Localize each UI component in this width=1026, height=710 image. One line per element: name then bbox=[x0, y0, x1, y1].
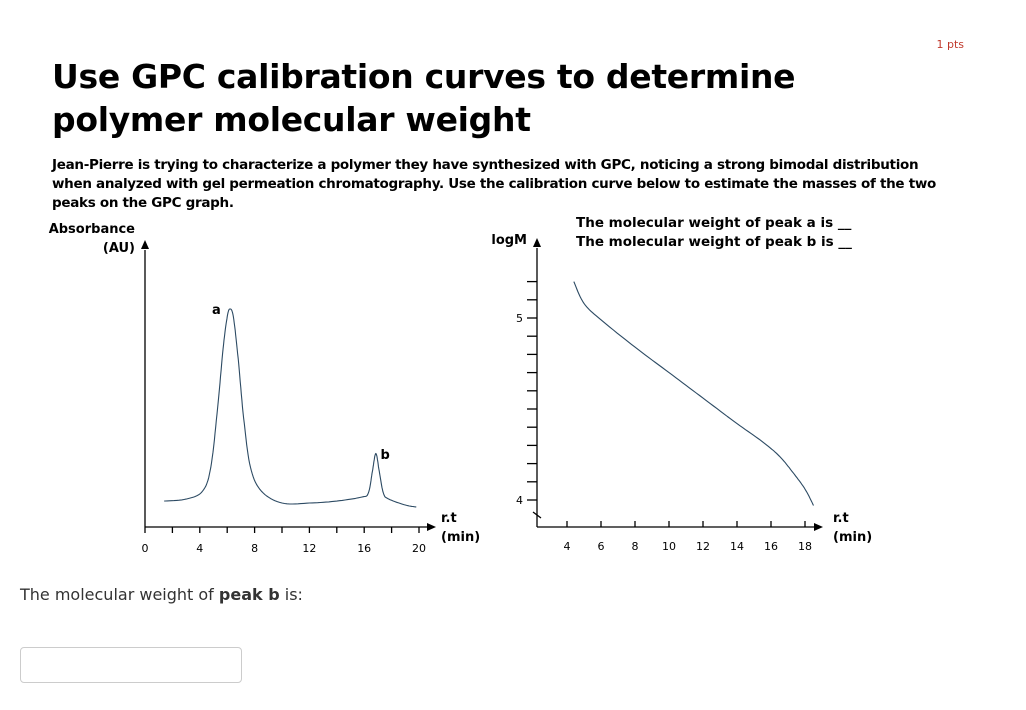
x-tick-label: 4 bbox=[196, 542, 203, 555]
x-tick-label: 0 bbox=[142, 542, 149, 555]
x-tick-label: 16 bbox=[764, 540, 778, 553]
x-tick-label: 16 bbox=[357, 542, 371, 555]
answer-input[interactable] bbox=[20, 647, 242, 683]
y-tick-label: 4 bbox=[516, 494, 523, 507]
x-tick-label: 20 bbox=[412, 542, 426, 555]
x-tick-label: 8 bbox=[251, 542, 258, 555]
x-tick-label: 6 bbox=[598, 540, 605, 553]
peak-b-label: b bbox=[381, 448, 390, 463]
axis-break bbox=[532, 511, 542, 519]
y-axis-label: Absorbance bbox=[49, 222, 135, 237]
x-tick-label: 4 bbox=[564, 540, 571, 553]
y-axis-label: (AU) bbox=[103, 241, 135, 256]
question-prompt: The molecular weight of peak b is: bbox=[20, 585, 303, 604]
prompt-bold: peak b bbox=[218, 585, 280, 604]
chart-question-line: The molecular weight of peak b is __ bbox=[576, 234, 852, 250]
x-axis-label: r.t bbox=[441, 511, 457, 526]
x-axis-label: (min) bbox=[441, 530, 480, 545]
x-tick-label: 12 bbox=[302, 542, 316, 555]
y-axis-label: logM bbox=[491, 233, 527, 248]
question-description: Jean-Pierre is trying to characterize a … bbox=[52, 157, 936, 211]
y-axis-arrow-icon bbox=[141, 240, 149, 249]
chromatogram-line bbox=[164, 308, 417, 508]
x-tick-label: 18 bbox=[798, 540, 812, 553]
x-tick-label: 12 bbox=[696, 540, 710, 553]
x-tick-label: 8 bbox=[632, 540, 639, 553]
x-tick-label: 10 bbox=[662, 540, 676, 553]
calibration-curve bbox=[573, 281, 814, 506]
prompt-suffix: is: bbox=[279, 585, 303, 604]
y-axis-arrow-icon bbox=[533, 238, 541, 247]
chart-question-line: The molecular weight of peak a is __ bbox=[576, 215, 852, 231]
peak-a-label: a bbox=[212, 303, 221, 318]
prompt-prefix: The molecular weight of bbox=[20, 585, 219, 604]
question-title: Use GPC calibration curves to determine … bbox=[52, 57, 796, 139]
x-axis-label: (min) bbox=[833, 530, 872, 545]
x-tick-label: 14 bbox=[730, 540, 744, 553]
x-axis-arrow-icon bbox=[427, 523, 436, 531]
x-axis-arrow-icon bbox=[814, 523, 823, 531]
x-axis-label: r.t bbox=[833, 511, 849, 526]
y-tick-label: 5 bbox=[516, 312, 523, 325]
points-label: 1 pts bbox=[936, 38, 964, 51]
